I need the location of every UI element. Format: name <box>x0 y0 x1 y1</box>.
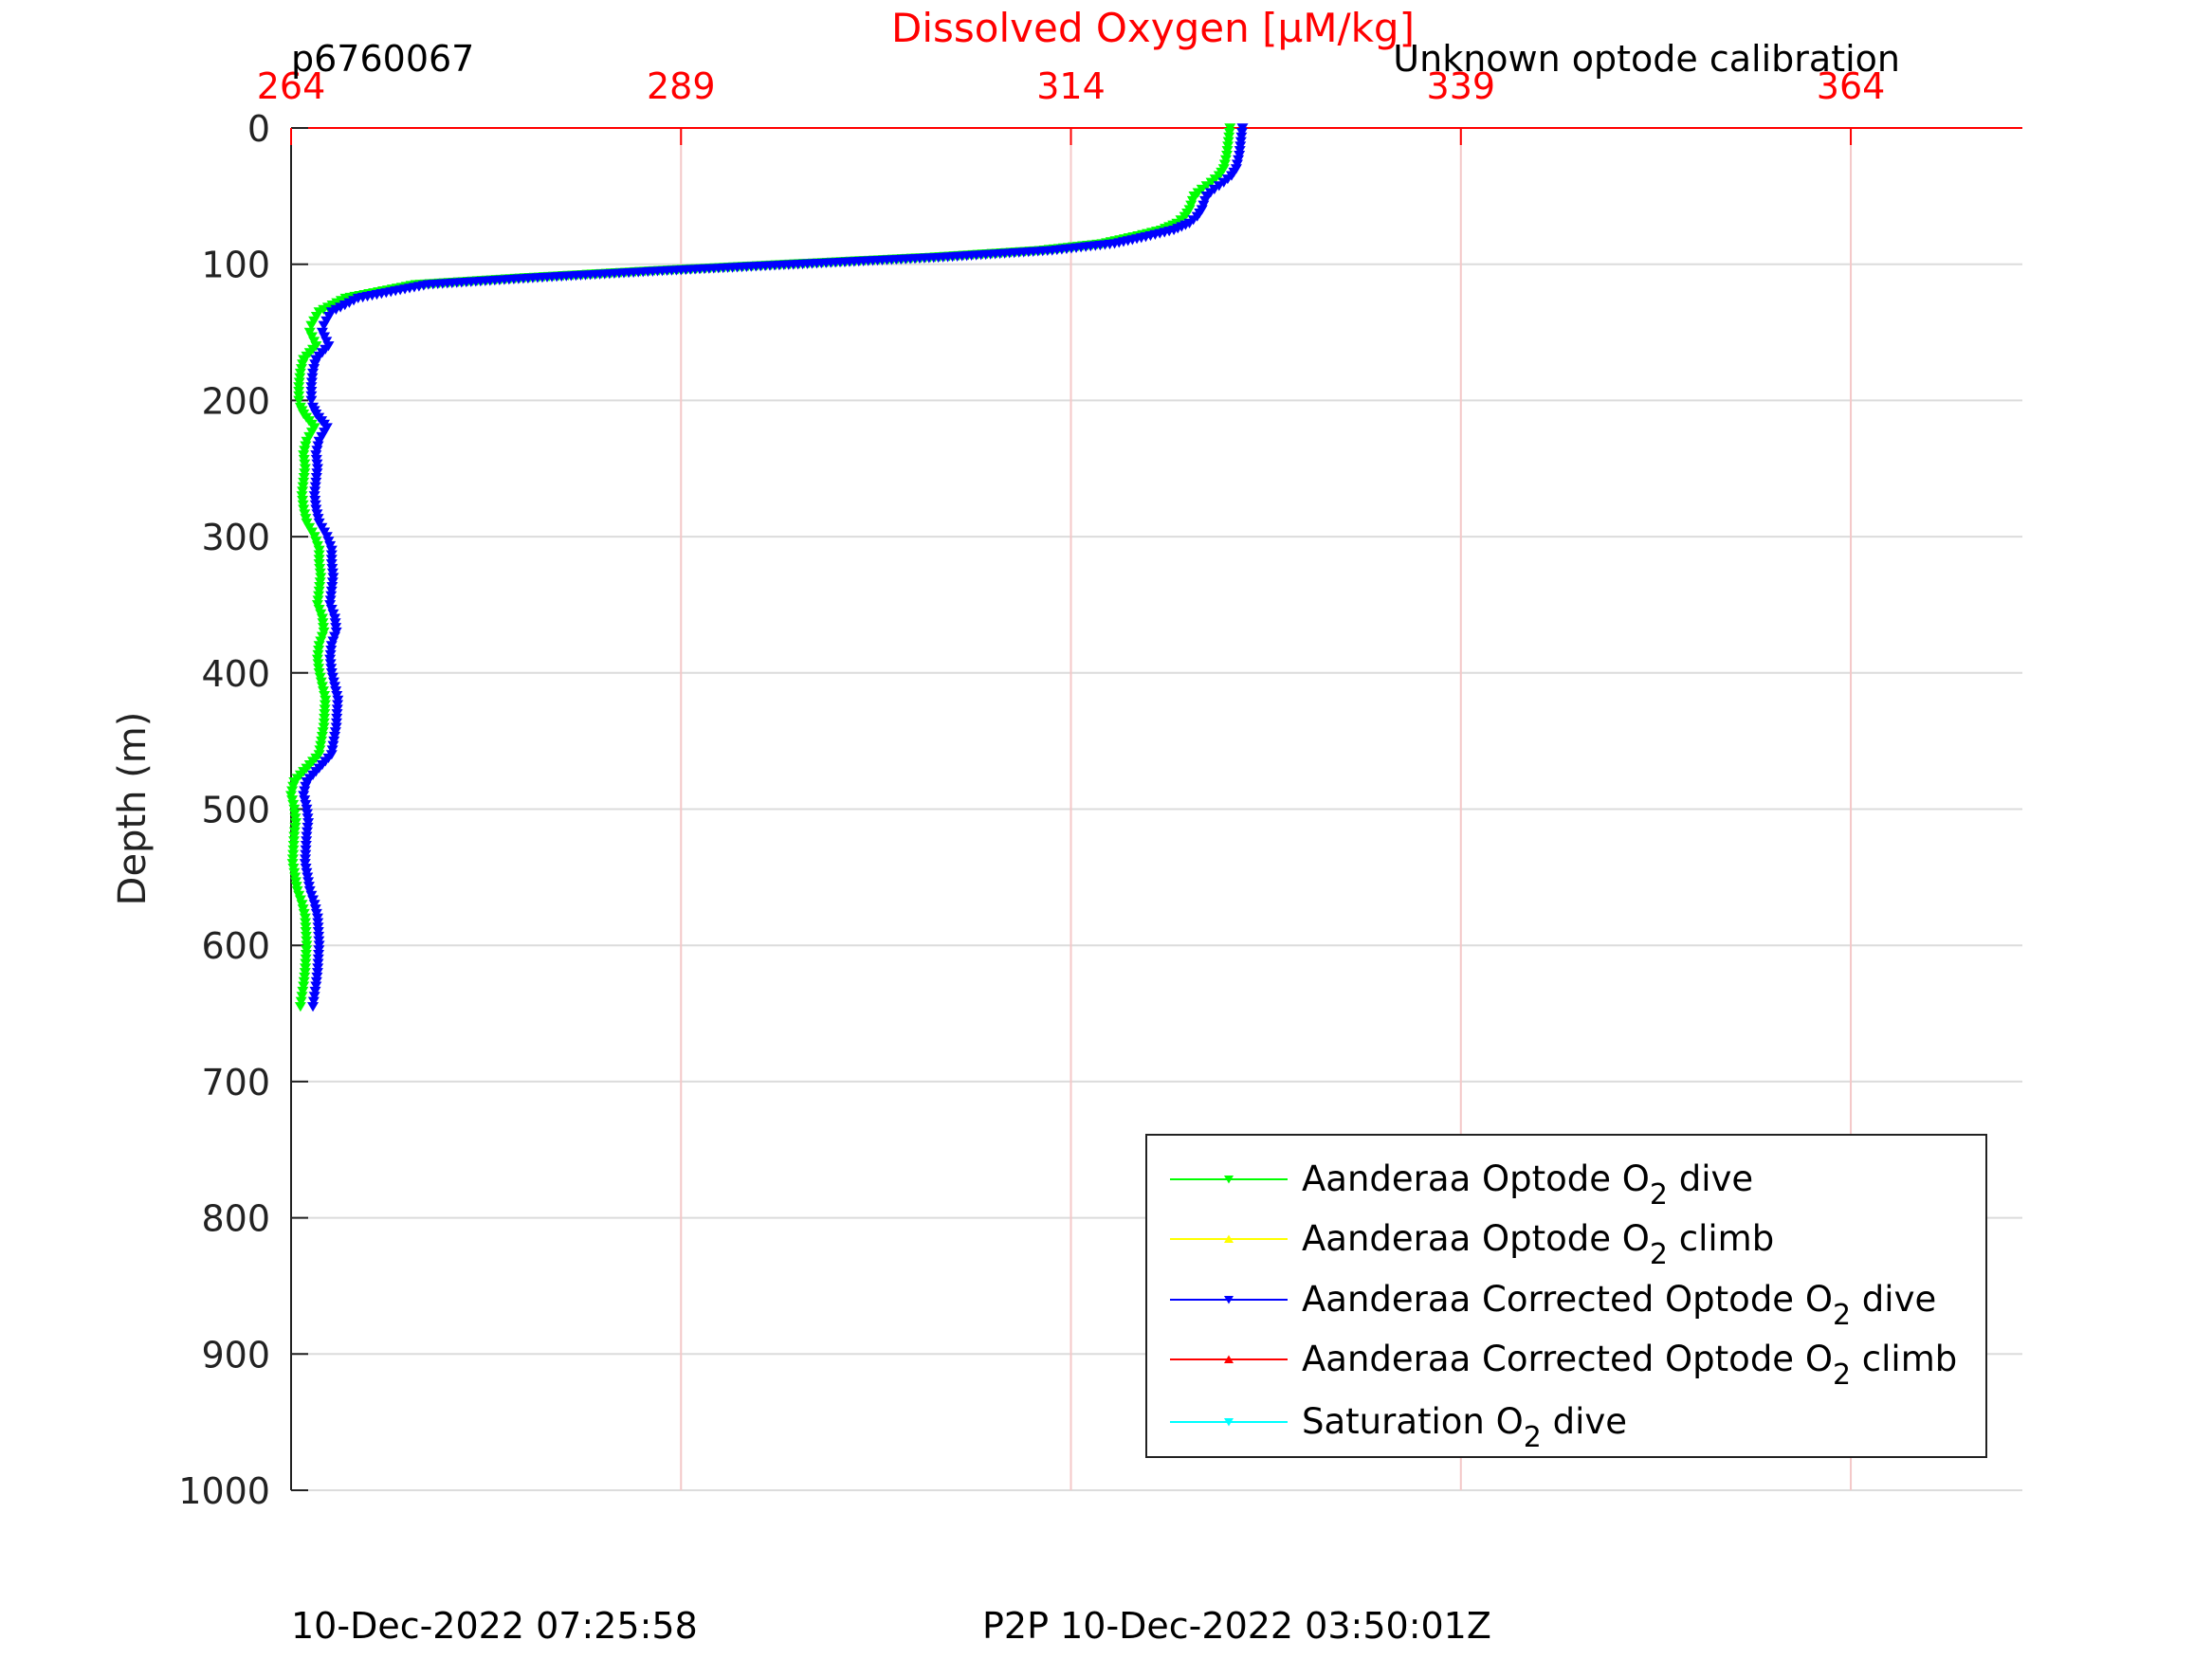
legend-item-corrected_climb: Aanderaa Corrected Optode O2 climb <box>1170 1339 1957 1392</box>
legend-swatch-marker <box>1224 1418 1234 1427</box>
x-tick-label: 289 <box>647 65 716 107</box>
series-line-corrected_dive <box>302 127 1244 1008</box>
x-tick-label: 314 <box>1036 65 1106 107</box>
legend-swatch-marker <box>1224 1176 1234 1184</box>
data-point-corrected_dive <box>307 996 320 1007</box>
legend-item-optode_climb: Aanderaa Optode O2 climb <box>1170 1218 1774 1271</box>
series-layer <box>285 123 1249 1012</box>
data-point-corrected_dive <box>310 981 322 992</box>
data-point-optode_dive <box>297 986 309 997</box>
data-point-corrected_dive <box>308 992 320 1002</box>
legend-label: Aanderaa Optode O2 climb <box>1302 1218 1774 1271</box>
data-point-optode_dive <box>305 320 318 331</box>
data-point-corrected_dive <box>305 395 318 406</box>
legend-item-optode_dive: Aanderaa Optode O2 dive <box>1170 1158 1753 1212</box>
p2p-timestamp: P2P 10-Dec-2022 03:50:01Z <box>982 1605 1491 1647</box>
data-point-optode_dive <box>296 992 308 1002</box>
y-tick-label: 300 <box>201 517 270 558</box>
legend-item-saturation_dive: Saturation O2 dive <box>1170 1401 1627 1454</box>
data-point-optode_dive <box>293 395 305 406</box>
data-point-optode_dive <box>298 981 310 992</box>
y-tick-label: 200 <box>201 380 270 422</box>
glider-id: p6760067 <box>291 38 474 80</box>
legend-swatch-marker <box>1224 1234 1234 1243</box>
data-point-corrected_dive <box>318 320 330 331</box>
tick-layer: 0 100 200 300 400 500 600 700 800 900 1000 264 289 31… <box>178 65 1885 1512</box>
legend-label: Aanderaa Optode O2 dive <box>1302 1158 1753 1212</box>
legend-swatch-marker <box>1224 1296 1234 1304</box>
y-tick-label: 600 <box>201 925 270 967</box>
data-point-corrected_dive <box>307 1002 320 1012</box>
y-tick-label: 800 <box>201 1198 270 1240</box>
series-line-optode_dive <box>289 127 1232 1008</box>
y-tick-label: 0 <box>247 108 270 150</box>
data-point-corrected_dive <box>309 986 321 997</box>
y-tick-label: 1000 <box>178 1470 270 1512</box>
x-tick-label: 264 <box>257 65 326 107</box>
legend: Aanderaa Optode O2 dive Aanderaa Optode O… <box>1145 1134 1987 1458</box>
y-axis-label: Depth (m) <box>111 712 155 906</box>
legend-label: Aanderaa Corrected Optode O2 climb <box>1302 1339 1957 1392</box>
series-optode_dive <box>285 123 1236 1012</box>
data-point-optode_dive <box>294 1002 306 1012</box>
y-tick-label: 100 <box>201 245 270 286</box>
legend-swatch-marker <box>1224 1355 1234 1363</box>
series-corrected_dive <box>298 123 1249 1012</box>
y-tick-label: 500 <box>201 790 270 831</box>
legend-item-corrected_dive: Aanderaa Corrected Optode O2 dive <box>1170 1279 1936 1332</box>
y-tick-label: 400 <box>201 653 270 695</box>
x-tick-label: 364 <box>1817 65 1886 107</box>
chart-title: Dissolved Oxygen [μM/kg] <box>891 5 1415 51</box>
data-point-optode_dive <box>295 996 307 1007</box>
calibration-note: Unknown optode calibration <box>1393 38 1900 80</box>
plot-timestamp: 10-Dec-2022 07:25:58 <box>291 1605 698 1647</box>
legend-box <box>1145 1134 1987 1458</box>
x-tick-label: 339 <box>1427 65 1496 107</box>
y-tick-label: 900 <box>201 1334 270 1376</box>
y-tick-label: 700 <box>201 1062 270 1103</box>
legend-label: Saturation O2 dive <box>1302 1401 1627 1454</box>
legend-label: Aanderaa Corrected Optode O2 dive <box>1302 1279 1936 1332</box>
